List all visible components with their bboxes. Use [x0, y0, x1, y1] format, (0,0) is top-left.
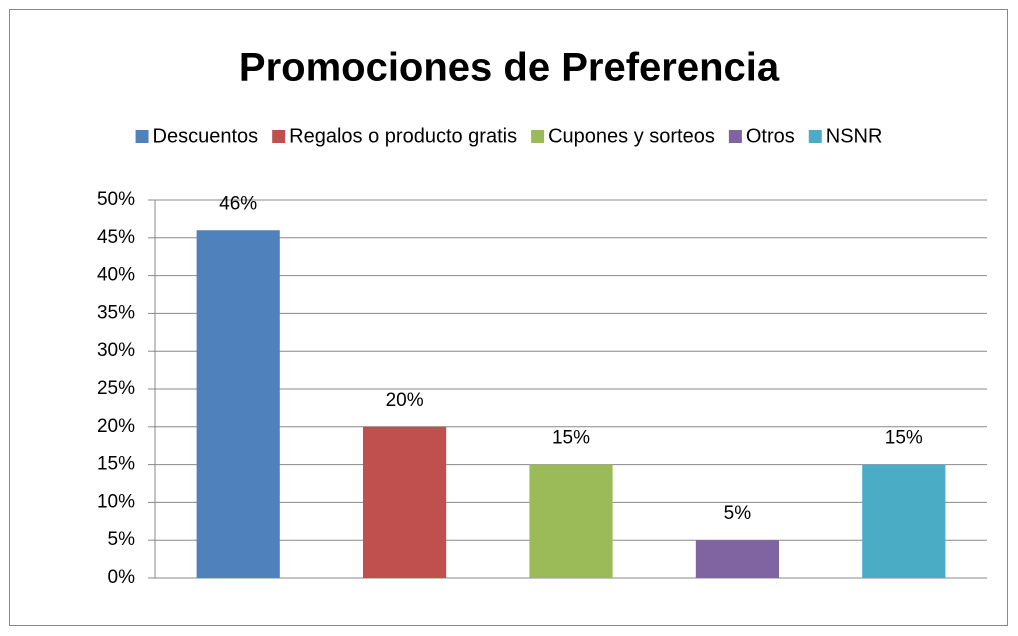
y-tick-label: 40%	[97, 265, 135, 286]
legend-swatch	[531, 130, 545, 143]
y-tick-label: 0%	[108, 567, 136, 588]
y-tick-label: 20%	[97, 416, 135, 437]
legend-swatch	[808, 130, 822, 143]
legend-swatch	[135, 130, 149, 143]
y-tick-label: 50%	[97, 189, 135, 210]
value-label: 46%	[219, 193, 257, 214]
legend-label: NSNR	[826, 125, 883, 147]
bar	[196, 230, 280, 579]
legend-label: Regalos o producto gratis	[289, 125, 517, 147]
y-tick-label: 45%	[97, 227, 135, 248]
bar	[862, 464, 946, 578]
value-label: 20%	[386, 390, 424, 411]
chart-border	[9, 9, 1008, 626]
legend-label: Otros	[746, 125, 795, 147]
value-label: 15%	[552, 428, 590, 449]
legend-label: Descuentos	[153, 125, 259, 147]
bar	[529, 464, 613, 578]
chart-title: Promociones de Preferencia	[239, 46, 780, 90]
value-label: 15%	[885, 428, 923, 449]
value-label: 5%	[724, 503, 752, 524]
legend-swatch	[728, 130, 742, 143]
y-tick-label: 30%	[97, 340, 135, 361]
y-tick-label: 10%	[97, 491, 135, 512]
legend-swatch	[272, 130, 286, 143]
bar	[695, 540, 779, 578]
y-tick-label: 5%	[108, 529, 136, 550]
y-tick-label: 35%	[97, 302, 135, 323]
y-tick-label: 25%	[97, 378, 135, 399]
y-tick-label: 15%	[97, 454, 135, 475]
legend-label: Cupones y sorteos	[548, 125, 715, 147]
bar	[363, 426, 447, 578]
